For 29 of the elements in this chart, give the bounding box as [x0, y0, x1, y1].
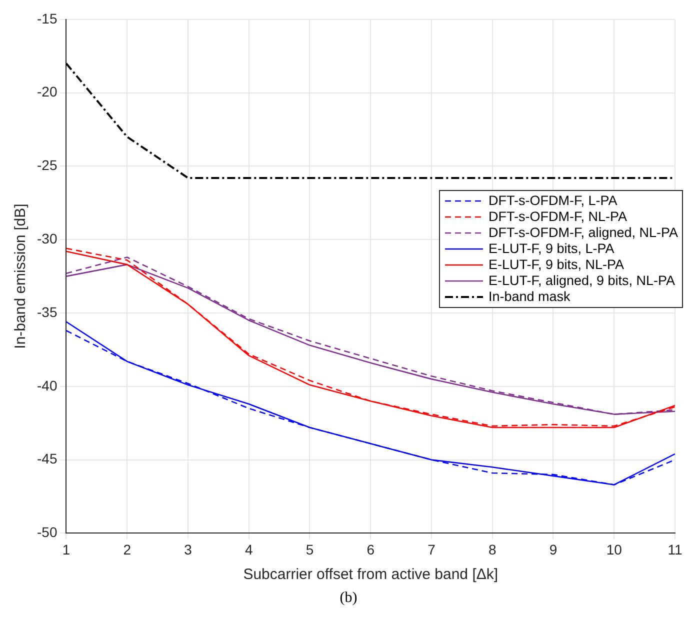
y-tick-label: -25 [37, 157, 58, 174]
y-tick-label: -45 [37, 450, 58, 467]
x-tick-label: 6 [366, 541, 375, 558]
x-tick-label: 5 [306, 541, 314, 558]
x-tick-label: 7 [428, 541, 436, 558]
y-tick-label: -30 [37, 230, 58, 246]
y-axis-title: In-band emission [dB] [12, 204, 30, 349]
x-tick-label: 8 [488, 541, 496, 558]
x-tick-label: 3 [184, 541, 192, 558]
legend-label: DFT-s-OFDM-F, NL-PA [488, 209, 627, 225]
y-tick-label: -35 [37, 304, 58, 320]
legend-label: In-band mask [488, 289, 570, 305]
legend-label: E-LUT-F, 9 bits, NL-PA [488, 257, 624, 273]
x-tick-label: 10 [606, 541, 622, 558]
legend-label: DFT-s-OFDM-F, aligned, NL-PA [488, 225, 678, 241]
y-tick-label: -15 [37, 10, 58, 26]
x-axis-title: Subcarrier offset from active band [Δk] [243, 566, 498, 584]
x-tick-label: 2 [123, 541, 132, 558]
x-tick-label: 1 [62, 541, 70, 558]
x-tick-label: 4 [244, 541, 253, 558]
y-tick-label: -40 [37, 377, 58, 394]
y-tick-label: -50 [37, 524, 58, 540]
text: (b) [338, 590, 358, 607]
x-tick-label: 9 [549, 541, 558, 558]
y-tick-label: -20 [37, 84, 58, 100]
legend-label: DFT-s-OFDM-F, L-PA [488, 193, 618, 209]
legend-label: E-LUT-F, aligned, 9 bits, NL-PA [488, 273, 676, 289]
legend-label: E-LUT-F, 9 bits, L-PA [488, 241, 614, 257]
x-tick-label: 11 [668, 541, 682, 558]
